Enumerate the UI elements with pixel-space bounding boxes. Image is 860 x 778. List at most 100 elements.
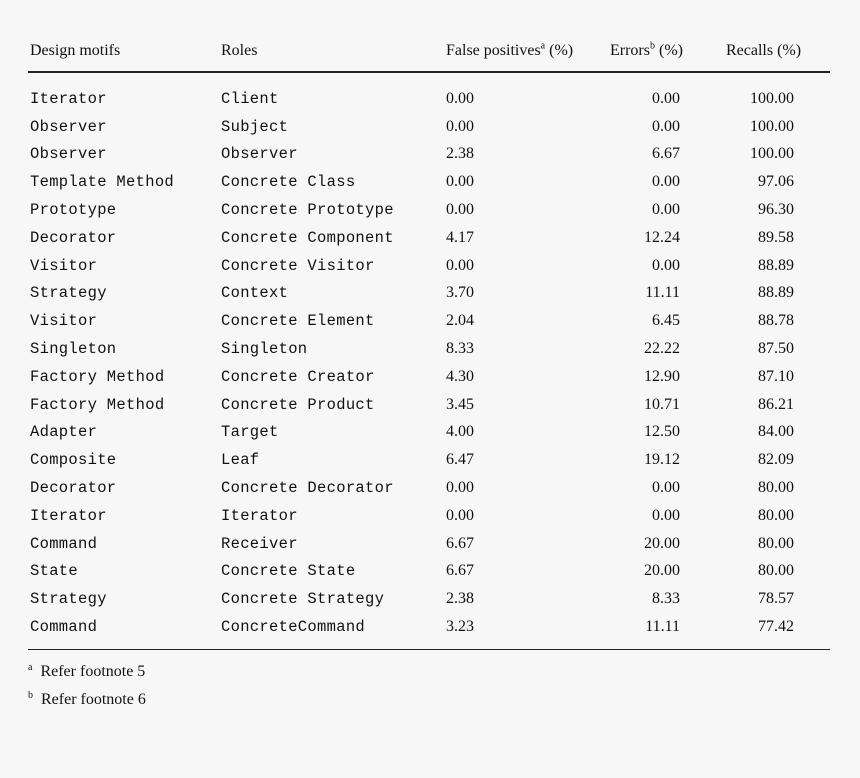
cell-false-positives: 2.38 [446, 145, 474, 163]
header-recalls: Recalls (%) [724, 36, 830, 73]
cell-recall: 96.30 [758, 201, 794, 219]
cell-recall: 82.09 [758, 451, 794, 469]
results-table: Design motifs Roles False positivesa (%)… [28, 36, 830, 649]
table-row: Command Receiver 6.67 20.00 80.00 [28, 530, 830, 558]
table-row: Strategy Context 3.70 11.11 88.89 [28, 280, 830, 308]
cell-design-motif: Singleton [30, 340, 117, 359]
table-row: Adapter Target 4.00 12.50 84.00 [28, 419, 830, 447]
cell-recall: 80.00 [758, 506, 794, 524]
cell-errors: 0.00 [652, 173, 680, 191]
cell-errors: 0.00 [652, 201, 680, 219]
cell-role: Leaf [221, 451, 260, 470]
cell-recall: 87.50 [758, 340, 794, 358]
cell-role: Context [221, 284, 289, 303]
cell-role: Concrete Strategy [221, 590, 385, 609]
footnote-b: b Refer footnote 6 [28, 686, 830, 714]
cell-design-motif: Composite [30, 451, 117, 470]
cell-false-positives: 4.30 [446, 367, 474, 385]
header-roles: Roles [219, 36, 444, 73]
cell-role: Singleton [221, 340, 308, 359]
cell-errors: 12.90 [644, 367, 680, 385]
cell-role: Concrete Decorator [221, 479, 394, 498]
cell-errors: 6.45 [652, 312, 680, 330]
cell-role: Concrete Visitor [221, 256, 375, 275]
table-row: Visitor Concrete Visitor 0.00 0.00 88.89 [28, 252, 830, 280]
cell-errors: 19.12 [644, 451, 680, 469]
cell-false-positives: 4.17 [446, 228, 474, 246]
cell-design-motif: Iterator [30, 89, 107, 108]
footnote-b-text: Refer footnote 6 [41, 690, 146, 708]
cell-false-positives: 0.00 [446, 89, 474, 107]
cell-errors: 0.00 [652, 479, 680, 497]
cell-design-motif: Iterator [30, 506, 107, 525]
cell-false-positives: 8.33 [446, 340, 474, 358]
cell-false-positives: 3.23 [446, 618, 474, 636]
footnote-a-mark: a [28, 662, 33, 674]
cell-false-positives: 6.67 [446, 534, 474, 552]
cell-role: Concrete Product [221, 395, 375, 414]
cell-design-motif: Observer [30, 117, 107, 136]
table-body: Iterator Client 0.00 0.00 100.00 Observer Subj… [28, 72, 830, 649]
header-false-positives: False positivesa (%) [444, 36, 608, 73]
cell-errors: 0.00 [652, 256, 680, 274]
cell-recall: 97.06 [758, 173, 794, 191]
cell-recall: 80.00 [758, 534, 794, 552]
cell-design-motif: Prototype [30, 201, 117, 220]
cell-errors: 8.33 [652, 590, 680, 608]
cell-role: Target [221, 423, 279, 442]
footnote-a: a Refer footnote 5 [28, 658, 830, 686]
table-bottom-rule [28, 648, 830, 650]
cell-recall: 87.10 [758, 367, 794, 385]
cell-design-motif: Decorator [30, 228, 117, 247]
table-row: Composite Leaf 6.47 19.12 82.09 [28, 446, 830, 474]
cell-design-motif: Observer [30, 145, 107, 164]
table-row: Observer Observer 2.38 6.67 100.00 [28, 141, 830, 169]
cell-errors: 0.00 [652, 117, 680, 135]
table-row: Singleton Singleton 8.33 22.22 87.50 [28, 335, 830, 363]
table-row: Iterator Iterator 0.00 0.00 80.00 [28, 502, 830, 530]
header-errors: Errorsb (%) [608, 36, 724, 73]
cell-recall: 86.21 [758, 395, 794, 413]
cell-errors: 0.00 [652, 506, 680, 524]
cell-role: Concrete Prototype [221, 201, 394, 220]
cell-recall: 80.00 [758, 562, 794, 580]
cell-false-positives: 3.45 [446, 395, 474, 413]
cell-false-positives: 2.38 [446, 590, 474, 608]
footnotes: a Refer footnote 5 b Refer footnote 6 [28, 658, 830, 714]
footnote-b-mark: b [28, 690, 33, 702]
table-row: Factory Method Concrete Creator 4.30 12.90 8… [28, 363, 830, 391]
cell-design-motif: Command [30, 618, 98, 637]
cell-design-motif: Strategy [30, 590, 107, 609]
cell-false-positives: 6.67 [446, 562, 474, 580]
cell-role: Concrete Element [221, 312, 375, 331]
cell-false-positives: 0.00 [446, 173, 474, 191]
table-row: Decorator Concrete Component 4.17 12.24 89.5… [28, 224, 830, 252]
cell-false-positives: 2.04 [446, 312, 474, 330]
cell-design-motif: Adapter [30, 423, 98, 442]
footnote-mark-b: b [649, 40, 655, 52]
cell-design-motif: Template Method [30, 173, 175, 192]
cell-design-motif: Visitor [30, 312, 98, 331]
cell-errors: 22.22 [644, 340, 680, 358]
table-row: Strategy Concrete Strategy 2.38 8.33 78.57 [28, 585, 830, 613]
cell-errors: 0.00 [652, 89, 680, 107]
cell-false-positives: 0.00 [446, 117, 474, 135]
cell-recall: 88.78 [758, 312, 794, 330]
cell-errors: 12.50 [644, 423, 680, 441]
cell-errors: 10.71 [644, 395, 680, 413]
cell-false-positives: 0.00 [446, 201, 474, 219]
table-row: Iterator Client 0.00 0.00 100.00 [28, 72, 830, 113]
table-row: Decorator Concrete Decorator 0.00 0.00 80.00 [28, 474, 830, 502]
cell-false-positives: 0.00 [446, 256, 474, 274]
cell-role: Client [221, 89, 279, 108]
table-row: Factory Method Concrete Product 3.45 10.71 8… [28, 391, 830, 419]
table-row: Prototype Concrete Prototype 0.00 0.00 96.30 [28, 196, 830, 224]
cell-design-motif: Factory Method [30, 395, 165, 414]
cell-role: Observer [221, 145, 298, 164]
results-table-container: Design motifs Roles False positivesa (%)… [28, 36, 830, 714]
cell-role: Concrete Component [221, 228, 394, 247]
cell-role: Concrete State [221, 562, 356, 581]
cell-recall: 100.00 [750, 145, 794, 163]
cell-false-positives: 6.47 [446, 451, 474, 469]
footnote-mark-a: a [540, 40, 546, 52]
